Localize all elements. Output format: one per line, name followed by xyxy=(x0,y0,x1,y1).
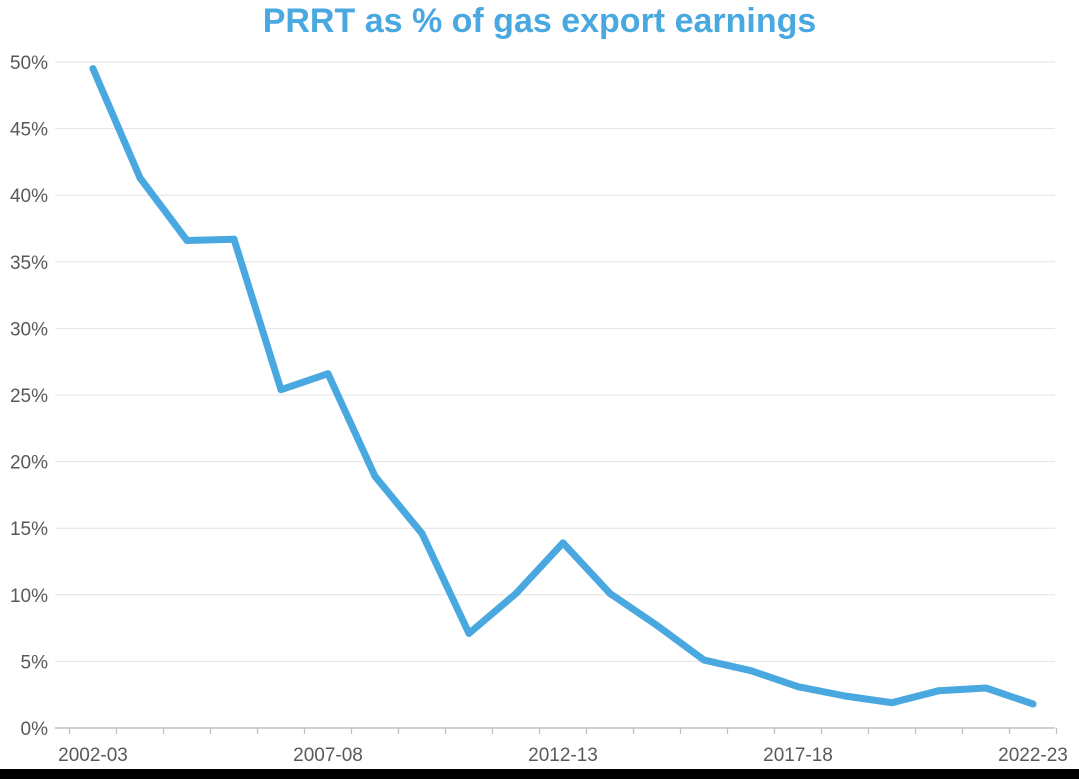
y-tick-label: 20% xyxy=(10,453,48,474)
data-point xyxy=(982,684,990,692)
data-point xyxy=(136,174,144,182)
x-tick-label: 2002-03 xyxy=(58,745,128,766)
x-tick-label: 2017-18 xyxy=(763,745,833,766)
data-point xyxy=(1029,700,1037,708)
data-point xyxy=(324,370,332,378)
data-point xyxy=(277,386,285,394)
y-tick-label: 30% xyxy=(10,319,48,340)
data-point xyxy=(653,621,661,629)
y-tick-label: 50% xyxy=(10,53,48,74)
data-point xyxy=(888,699,896,707)
y-tick-label: 10% xyxy=(10,586,48,607)
x-tick-label: 2007-08 xyxy=(293,745,363,766)
data-point xyxy=(747,667,755,675)
data-point xyxy=(559,539,567,547)
x-tick-label: 2022-23 xyxy=(998,745,1068,766)
x-tick-label: 2012-13 xyxy=(528,745,598,766)
y-tick-label: 0% xyxy=(21,719,49,740)
data-point xyxy=(794,683,802,691)
y-tick-label: 45% xyxy=(10,120,48,141)
chart-title: PRRT as % of gas export earnings xyxy=(262,2,817,40)
data-point xyxy=(465,629,473,637)
series-line xyxy=(89,65,1037,708)
data-point xyxy=(935,687,943,695)
y-tick-label: 5% xyxy=(21,652,49,673)
data-point xyxy=(89,65,97,73)
y-tick-label: 40% xyxy=(10,186,48,207)
y-tick-label: 35% xyxy=(10,253,48,274)
bottom-border xyxy=(0,769,1079,779)
data-point xyxy=(700,656,708,664)
data-point xyxy=(183,236,191,244)
data-point xyxy=(371,472,379,480)
data-point xyxy=(606,589,614,597)
data-point xyxy=(841,692,849,700)
data-point xyxy=(512,589,520,597)
data-point xyxy=(418,530,426,538)
y-tick-label: 25% xyxy=(10,386,48,407)
data-point xyxy=(230,235,238,243)
y-tick-label: 15% xyxy=(10,519,48,540)
